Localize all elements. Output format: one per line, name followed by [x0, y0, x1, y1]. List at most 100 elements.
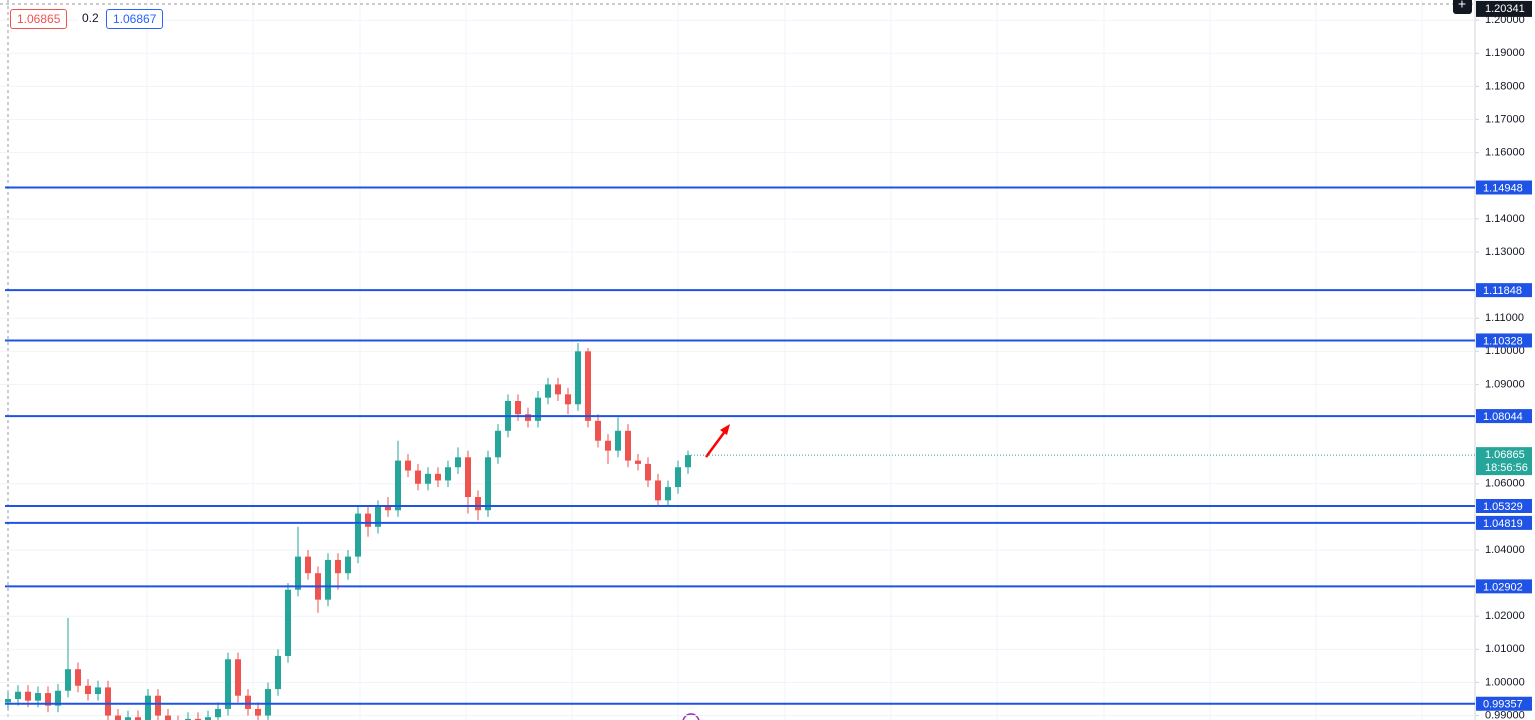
candle-body	[275, 655, 281, 690]
y-tick-label: 1.18000	[1485, 80, 1525, 92]
candle-body	[575, 351, 581, 405]
candle-body	[545, 384, 551, 398]
candle-body	[365, 513, 371, 527]
candle-body	[305, 556, 311, 574]
candle-body	[605, 440, 611, 451]
candle-body	[75, 669, 81, 686]
vertical-grid	[146, 0, 1423, 720]
candle-body	[325, 559, 331, 600]
y-tick-label: 1.11000	[1485, 312, 1524, 324]
candle-body	[135, 717, 141, 720]
candle-body	[245, 695, 251, 709]
candle-body	[165, 715, 171, 720]
level-label: 1.11848	[1483, 285, 1522, 297]
candle-body	[445, 467, 451, 481]
y-tick-label: 1.20000	[1485, 14, 1525, 26]
y-tick-label: 1.13000	[1485, 246, 1525, 258]
candle-body	[595, 420, 601, 441]
candle-body	[455, 457, 461, 468]
countdown: 18:56:56	[1485, 462, 1528, 474]
y-tick-label: 1.06000	[1485, 478, 1525, 490]
level-label: 1.04819	[1483, 518, 1523, 530]
level-label-box	[1476, 283, 1532, 298]
y-tick-label: 1.10000	[1485, 345, 1525, 357]
candle-body	[205, 717, 211, 720]
candle-body	[385, 506, 391, 511]
y-tick-label: 1.16000	[1485, 147, 1525, 159]
candle-body	[565, 394, 571, 405]
level-label: 0.99357	[1483, 699, 1523, 711]
y-tick-label: 1.02000	[1485, 610, 1525, 622]
level-label-box	[1476, 180, 1532, 195]
candle-body	[405, 460, 411, 471]
candle-body	[105, 687, 111, 716]
candle-body	[285, 589, 291, 656]
candle-body	[675, 467, 681, 488]
candle-body	[15, 691, 21, 700]
candle-body	[645, 463, 651, 481]
candle-body	[625, 430, 631, 461]
candle-body	[115, 715, 121, 720]
sell-button[interactable]: 1.06865	[10, 9, 68, 29]
crosshair-price-label: 1.20341	[1485, 3, 1525, 15]
candle-body	[125, 717, 131, 720]
candle-body	[235, 659, 241, 696]
candle-body	[495, 430, 501, 458]
candle-body	[25, 691, 31, 701]
candle-body	[435, 473, 441, 481]
level-label-box	[1476, 409, 1532, 424]
y-tick-label: 1.09000	[1485, 378, 1525, 390]
candle-body	[425, 473, 431, 484]
candle-body	[45, 693, 51, 706]
level-label: 1.02902	[1483, 581, 1523, 593]
level-label-box	[1476, 515, 1532, 530]
candle-body	[395, 460, 401, 511]
current-price-label: 1.06865	[1485, 449, 1525, 461]
current-price-box	[1476, 447, 1532, 476]
y-tick-label: 1.04000	[1485, 544, 1525, 556]
candle-body	[155, 695, 161, 716]
candle-body	[195, 718, 201, 720]
candle-body	[185, 718, 191, 720]
candle-body	[415, 470, 421, 484]
candle-body	[685, 455, 691, 468]
level-label: 1.08044	[1483, 411, 1523, 423]
candle-body	[375, 506, 381, 527]
candle-body	[225, 659, 231, 709]
candle-body	[615, 430, 621, 451]
arrow-head	[720, 424, 730, 435]
candle-body	[635, 460, 641, 464]
y-tick-label: 1.17000	[1485, 113, 1525, 125]
candle-body	[215, 708, 221, 718]
y-tick-label: 1.01000	[1485, 643, 1525, 655]
candle-body	[515, 400, 521, 415]
candle-body	[535, 397, 541, 421]
buy-button[interactable]: 1.06867	[106, 9, 164, 29]
level-label-box	[1476, 333, 1532, 348]
add-icon[interactable]: +	[1458, 0, 1466, 12]
candle-body	[335, 559, 341, 574]
spread: 0.2	[78, 9, 103, 29]
y-tick-label: 1.14000	[1485, 213, 1525, 225]
level-label: 1.05329	[1483, 501, 1523, 513]
arrow-annotation	[704, 429, 728, 458]
add-button[interactable]	[1453, 0, 1472, 14]
candle-body	[655, 480, 661, 501]
level-label-box	[1476, 696, 1532, 711]
candle-body	[475, 497, 481, 511]
event-icon	[682, 713, 700, 720]
candle-body	[5, 699, 11, 703]
candle-body	[295, 556, 301, 590]
candle-body	[465, 457, 471, 498]
crosshair-price-box	[1476, 0, 1532, 17]
level-label: 1.14948	[1483, 182, 1523, 194]
candle-body	[85, 685, 91, 695]
level-label-box	[1476, 498, 1532, 513]
candle-body	[665, 487, 671, 501]
candle-body	[585, 351, 591, 421]
candle-body	[95, 687, 101, 695]
candle-body	[65, 669, 71, 691]
candle-body	[355, 513, 361, 557]
candle-body	[35, 693, 41, 701]
